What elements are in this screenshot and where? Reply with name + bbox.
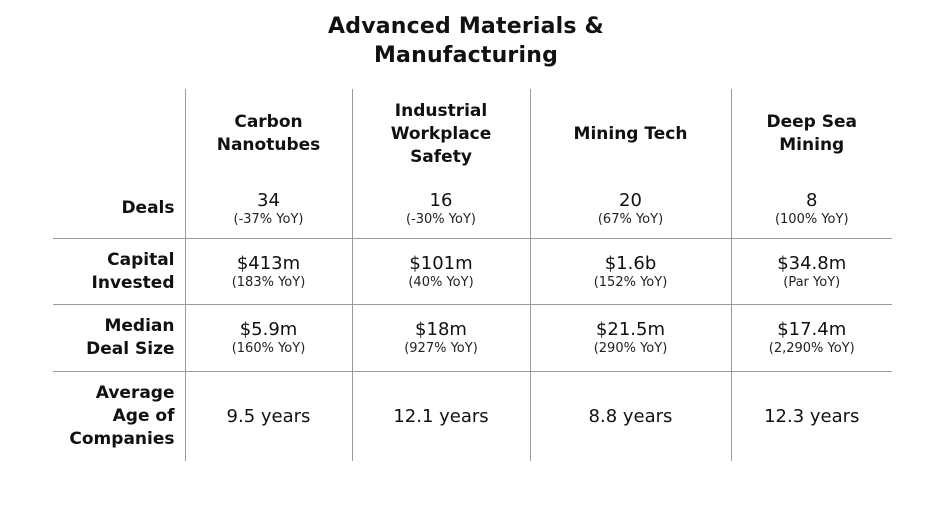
table-row-capital-invested: Capital Invested $413m (183% YoY) $101m … xyxy=(53,238,892,305)
cell-value: $34.8m xyxy=(777,252,847,274)
column-header-line: Mining Tech xyxy=(573,123,688,144)
row-label-line: Deals xyxy=(121,198,175,218)
column-header-line: Nanotubes xyxy=(216,135,321,155)
table-cell: $21.5m (290% YoY) xyxy=(529,304,731,372)
table-cell: $17.4m (2,290% YoY) xyxy=(730,304,892,372)
corner-cell xyxy=(53,89,185,179)
cell-yoy: (2,290% YoY) xyxy=(768,341,855,356)
title-line-1: Advanced Materials & xyxy=(328,14,604,39)
column-header-line: Safety xyxy=(410,146,472,167)
cell-yoy: (Par YoY) xyxy=(783,274,841,290)
row-label-line: Capital xyxy=(107,249,175,270)
table-cell: 8 (100% YoY) xyxy=(730,179,892,239)
column-header-line: Carbon xyxy=(234,112,303,132)
table-cell: $18m (927% YoY) xyxy=(351,304,530,372)
cell-value: $18m xyxy=(415,319,467,340)
cell-value: 8 xyxy=(806,189,818,211)
cell-value: 9.5 years xyxy=(226,405,311,427)
table-cell: $101m (40% YoY) xyxy=(351,238,530,305)
row-label-capital-invested: Capital Invested xyxy=(53,238,185,305)
cell-value: 12.3 years xyxy=(764,405,860,427)
table-cell: 34 (-37% YoY) xyxy=(184,179,352,239)
cell-yoy: (183% YoY) xyxy=(231,274,306,290)
cell-yoy: (40% YoY) xyxy=(408,274,474,290)
cell-value: 20 xyxy=(619,189,642,211)
column-header-line: Deep Sea Mining xyxy=(766,112,857,155)
comparison-table: Carbon Nanotubes Industrial Workplace Sa… xyxy=(53,89,892,461)
cell-value: $21.5m xyxy=(595,319,666,340)
cell-value: 16 xyxy=(429,189,453,211)
row-label-line: Average xyxy=(95,383,175,403)
title-line-2: Manufacturing xyxy=(373,43,559,68)
table-cell: 12.3 years xyxy=(730,371,892,461)
table-cell: 8.8 years xyxy=(529,371,731,461)
cell-yoy: (67% YoY) xyxy=(597,211,664,227)
column-header-mining-tech: Mining Tech xyxy=(529,89,731,179)
table-cell: $34.8m (Par YoY) xyxy=(730,238,892,305)
cell-yoy: (927% YoY) xyxy=(404,341,478,356)
column-header-line: Industrial xyxy=(394,100,488,121)
row-label-deals: Deals xyxy=(53,179,185,239)
page-title: Advanced Materials & Manufacturing xyxy=(0,12,932,70)
table-row-median-deal-size: Median Deal Size $5.9m (160% YoY) $18m (… xyxy=(53,304,892,372)
cell-value: $1.6b xyxy=(604,252,657,274)
cell-yoy: (160% YoY) xyxy=(231,341,306,356)
table-cell: 16 (-30% YoY) xyxy=(351,179,530,239)
cell-yoy: (-37% YoY) xyxy=(233,211,304,227)
cell-yoy: (152% YoY) xyxy=(593,274,668,290)
row-label-line: Deal Size xyxy=(86,339,175,359)
header-row: Carbon Nanotubes Industrial Workplace Sa… xyxy=(53,89,892,179)
table-cell: 9.5 years xyxy=(184,371,352,461)
cell-value: 34 xyxy=(257,189,280,211)
table-cell: 20 (67% YoY) xyxy=(529,179,731,239)
cell-value: $5.9m xyxy=(239,319,298,340)
cell-value: 12.1 years xyxy=(393,405,489,427)
cell-yoy: (100% YoY) xyxy=(774,211,849,227)
column-header-line: Workplace xyxy=(390,123,492,144)
row-label-median-deal-size: Median Deal Size xyxy=(53,304,185,372)
table-row-deals: Deals 34 (-37% YoY) 16 (-30% YoY) 20 (67… xyxy=(53,179,892,239)
cell-yoy: (290% YoY) xyxy=(593,341,668,356)
row-label-line: Age of xyxy=(112,406,175,426)
row-label-line: Companies xyxy=(69,429,175,449)
column-header-deep-sea-mining: Deep Sea Mining xyxy=(730,89,892,179)
cell-value: $17.4m xyxy=(777,319,847,340)
table-cell: $1.6b (152% YoY) xyxy=(529,238,731,305)
table-cell: 12.1 years xyxy=(351,371,530,461)
row-label-line: Median xyxy=(104,316,175,336)
cell-value: $413m xyxy=(236,252,301,274)
row-label-line: Invested xyxy=(91,272,175,293)
table-cell: $413m (183% YoY) xyxy=(184,238,352,305)
row-label-average-age: Average Age of Companies xyxy=(53,371,185,461)
cell-value: 8.8 years xyxy=(588,405,673,427)
column-header-industrial-workplace-safety: Industrial Workplace Safety xyxy=(351,89,530,179)
cell-yoy: (-30% YoY) xyxy=(406,211,476,227)
table-row-average-age: Average Age of Companies 9.5 years 12.1 … xyxy=(53,371,892,461)
cell-value: $101m xyxy=(409,252,473,274)
table-cell: $5.9m (160% YoY) xyxy=(184,304,352,372)
column-header-carbon-nanotubes: Carbon Nanotubes xyxy=(184,89,352,179)
